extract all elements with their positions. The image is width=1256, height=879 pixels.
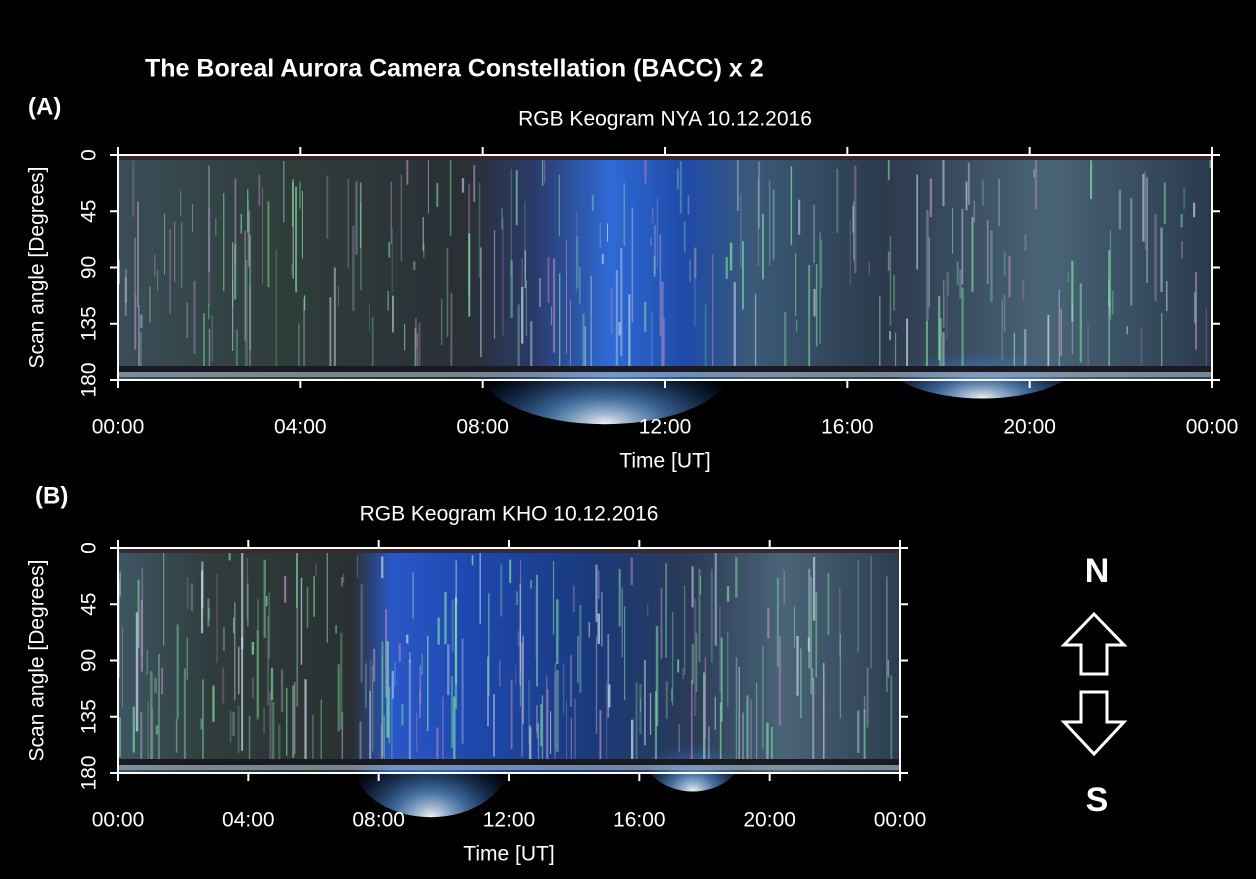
chart-title: RGB Keogram KHO 10.12.2016: [360, 503, 659, 526]
y-axis-label: Scan angle [Degrees]: [26, 560, 49, 762]
panel-label: (A): [28, 93, 61, 120]
x-tick-label: 12:00: [639, 416, 692, 439]
y-tick-label: 135: [78, 699, 101, 734]
x-tick-label: 00:00: [874, 809, 927, 832]
horizon-band: [118, 366, 1212, 372]
y-tick-label: 135: [78, 306, 101, 341]
y-tick-label: 90: [78, 649, 101, 672]
x-tick-label: 12:00: [483, 809, 536, 832]
aurora-glow: [884, 318, 1081, 399]
y-tick-label: 0: [78, 149, 101, 161]
y-tick-label: 180: [78, 755, 101, 790]
horizon-band: [118, 765, 900, 770]
x-axis-label: Time [UT]: [463, 843, 554, 866]
chart-title: RGB Keogram NYA 10.12.2016: [518, 108, 812, 131]
x-tick-label: 00:00: [92, 416, 145, 439]
y-tick-label: 180: [78, 362, 101, 397]
x-axis-label: Time [UT]: [619, 450, 710, 473]
x-tick-label: 08:00: [456, 416, 509, 439]
x-tick-label: 00:00: [92, 809, 145, 832]
panel-label: (B): [35, 482, 68, 509]
compass-north: N: [1085, 552, 1110, 590]
figure: The Boreal Aurora Camera Constellation (…: [0, 0, 1256, 879]
arrow-up: [1064, 614, 1124, 674]
x-tick-label: 16:00: [613, 809, 666, 832]
x-tick-label: 20:00: [743, 809, 796, 832]
y-tick-label: 90: [78, 256, 101, 279]
compass-south: S: [1086, 781, 1109, 819]
y-tick-label: 0: [78, 542, 101, 554]
x-tick-label: 16:00: [821, 416, 874, 439]
arrow-down: [1064, 692, 1124, 754]
x-tick-label: 20:00: [1003, 416, 1056, 439]
horizon-band: [118, 759, 900, 765]
y-tick-label: 45: [78, 200, 101, 223]
y-tick-label: 45: [78, 593, 101, 616]
figure-title: The Boreal Aurora Camera Constellation (…: [145, 55, 764, 83]
x-tick-label: 08:00: [352, 809, 405, 832]
x-tick-label: 04:00: [222, 809, 275, 832]
x-tick-label: 00:00: [1186, 416, 1239, 439]
x-tick-label: 04:00: [274, 416, 327, 439]
y-axis-label: Scan angle [Degrees]: [26, 167, 49, 369]
horizon-band: [118, 372, 1212, 377]
